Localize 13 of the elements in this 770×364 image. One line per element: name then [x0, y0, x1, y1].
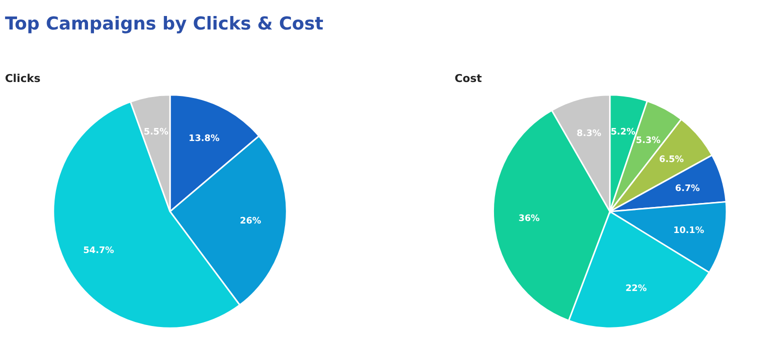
data-label: 5.3%: [636, 136, 661, 146]
chart-title: Clicks: [4, 72, 40, 86]
data-label: 22%: [625, 284, 647, 294]
chart-title: Cost: [454, 72, 482, 86]
data-label: 10.1%: [673, 226, 704, 236]
data-label: 5.2%: [610, 127, 636, 138]
text: Top Campaigns by Clicks & Cost: [4, 14, 324, 35]
data-label: 13.8%: [188, 134, 220, 144]
data-label: 6.7%: [675, 184, 700, 194]
data-label: 26%: [240, 216, 262, 227]
data-label: 36%: [518, 214, 540, 224]
data-label: 6.5%: [659, 154, 684, 165]
data-label: 54.7%: [83, 246, 114, 256]
